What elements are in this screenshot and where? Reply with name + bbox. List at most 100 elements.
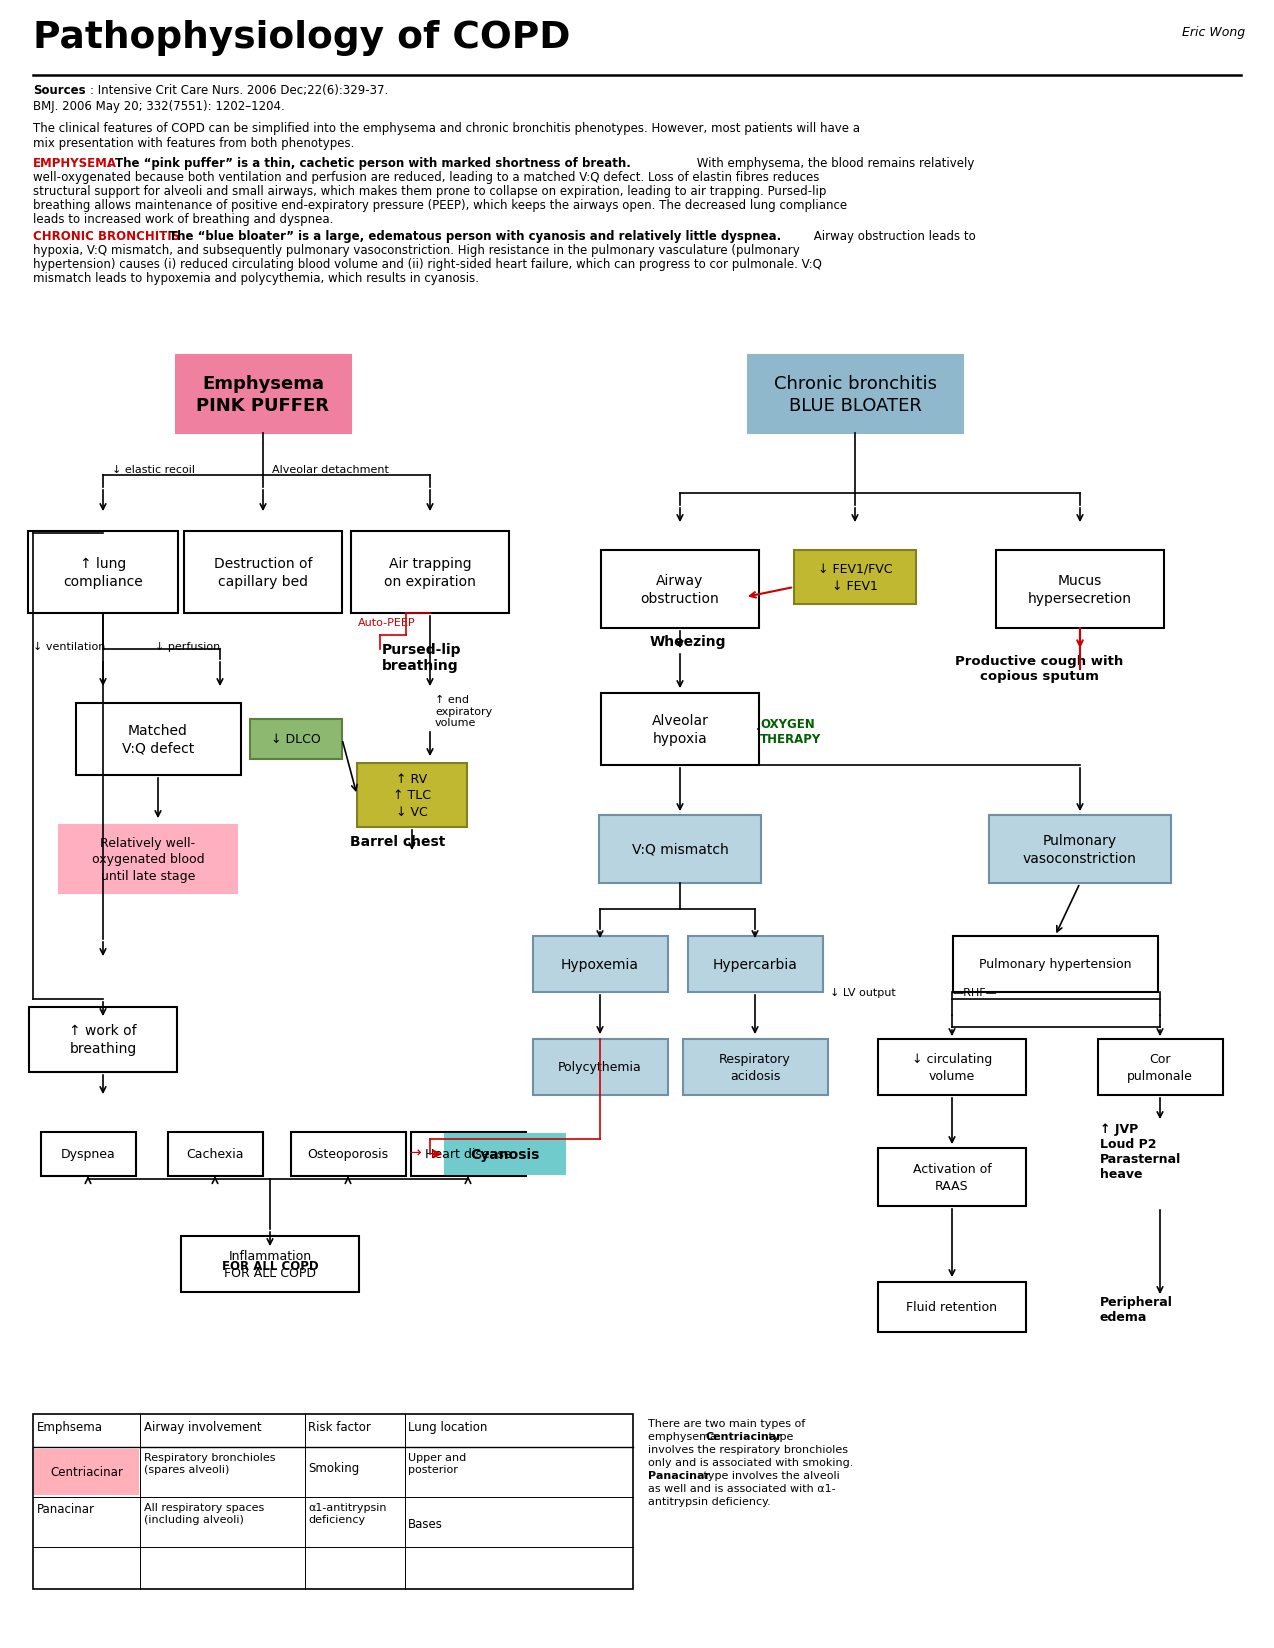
FancyBboxPatch shape	[290, 1132, 405, 1177]
Text: hypoxia, V:Q mismatch, and subsequently pulmonary vasoconstriction. High resista: hypoxia, V:Q mismatch, and subsequently …	[33, 244, 800, 257]
Text: Activation of
RAAS: Activation of RAAS	[912, 1162, 991, 1192]
Text: Bases: Bases	[408, 1518, 443, 1529]
Text: Centriacinar: Centriacinar	[705, 1430, 782, 1440]
Text: Airway
obstruction: Airway obstruction	[641, 574, 720, 605]
Text: →: →	[408, 1144, 420, 1159]
Text: emphysema.: emphysema.	[648, 1430, 724, 1440]
FancyBboxPatch shape	[601, 550, 759, 628]
FancyBboxPatch shape	[996, 550, 1164, 628]
Text: Upper and
posterior: Upper and posterior	[408, 1452, 466, 1473]
FancyBboxPatch shape	[176, 356, 350, 433]
FancyBboxPatch shape	[533, 936, 668, 992]
Text: The “pink puffer” is a thin, cachetic person with marked shortness of breath.: The “pink puffer” is a thin, cachetic pe…	[115, 157, 631, 170]
Text: There are two main types of: There are two main types of	[648, 1419, 805, 1429]
Text: Alveolar
hypoxia: Alveolar hypoxia	[651, 714, 708, 745]
FancyBboxPatch shape	[183, 532, 341, 613]
FancyBboxPatch shape	[75, 704, 241, 776]
Text: Mucus
hypersecretion: Mucus hypersecretion	[1028, 574, 1133, 605]
Text: Peripheral
edema: Peripheral edema	[1099, 1295, 1173, 1323]
Text: Destruction of
capillary bed: Destruction of capillary bed	[214, 557, 312, 588]
FancyBboxPatch shape	[794, 550, 916, 605]
Text: OXYGEN
THERAPY: OXYGEN THERAPY	[761, 717, 822, 745]
Text: ↑ end
expiratory
volume: ↑ end expiratory volume	[434, 694, 492, 728]
FancyBboxPatch shape	[533, 1040, 668, 1096]
Text: Pathophysiology of COPD: Pathophysiology of COPD	[33, 20, 571, 56]
FancyBboxPatch shape	[683, 1040, 828, 1096]
Text: Heart disease: Heart disease	[424, 1147, 511, 1160]
Text: Centriacinar: Centriacinar	[51, 1465, 124, 1478]
Text: mismatch leads to hypoxemia and polycythemia, which results in cyanosis.: mismatch leads to hypoxemia and polycyth…	[33, 272, 479, 285]
Text: ↓ FEV1/FVC
↓ FEV1: ↓ FEV1/FVC ↓ FEV1	[818, 564, 892, 592]
FancyBboxPatch shape	[357, 763, 468, 827]
Text: as well and is associated with α1-: as well and is associated with α1-	[648, 1483, 836, 1493]
Text: only and is associated with smoking.: only and is associated with smoking.	[648, 1457, 854, 1467]
FancyBboxPatch shape	[33, 1414, 633, 1589]
FancyBboxPatch shape	[167, 1132, 262, 1177]
Text: Sources: Sources	[33, 84, 85, 97]
FancyBboxPatch shape	[1097, 1040, 1223, 1096]
FancyBboxPatch shape	[878, 1040, 1026, 1096]
Text: Hypoxemia: Hypoxemia	[561, 957, 640, 971]
Text: Alveolar detachment: Alveolar detachment	[273, 465, 389, 475]
Text: BMJ. 2006 May 20; 332(7551): 1202–1204.: BMJ. 2006 May 20; 332(7551): 1202–1204.	[33, 101, 285, 114]
Text: ↓ elastic recoil: ↓ elastic recoil	[112, 465, 195, 475]
Text: involves the respiratory bronchioles: involves the respiratory bronchioles	[648, 1444, 848, 1454]
Text: type: type	[764, 1430, 794, 1440]
Text: With emphysema, the blood remains relatively: With emphysema, the blood remains relati…	[693, 157, 975, 170]
Text: structural support for alveoli and small airways, which makes them prone to coll: structural support for alveoli and small…	[33, 185, 827, 198]
Text: well-oxygenated because both ventilation and perfusion are reduced, leading to a: well-oxygenated because both ventilation…	[33, 171, 819, 185]
Text: : Intensive Crit Care Nurs. 2006 Dec;22(6):329-37.: : Intensive Crit Care Nurs. 2006 Dec;22(…	[90, 84, 389, 97]
Text: leads to increased work of breathing and dyspnea.: leads to increased work of breathing and…	[33, 213, 334, 226]
FancyBboxPatch shape	[410, 1132, 525, 1177]
Text: α1-antitrypsin
deficiency: α1-antitrypsin deficiency	[308, 1501, 386, 1524]
Text: —RHF—: —RHF—	[952, 987, 996, 997]
Text: antitrypsin deficiency.: antitrypsin deficiency.	[648, 1496, 771, 1506]
Text: Cachexia: Cachexia	[186, 1147, 243, 1160]
Text: ↓ DLCO: ↓ DLCO	[271, 733, 321, 747]
Text: mix presentation with features from both phenotypes.: mix presentation with features from both…	[33, 137, 354, 150]
Text: Risk factor: Risk factor	[308, 1421, 371, 1434]
Text: V:Q mismatch: V:Q mismatch	[632, 842, 729, 857]
Text: Emphsema: Emphsema	[37, 1421, 103, 1434]
Text: hypertension) causes (i) reduced circulating blood volume and (ii) right-sided h: hypertension) causes (i) reduced circula…	[33, 257, 822, 270]
FancyBboxPatch shape	[878, 1149, 1026, 1206]
Text: Panacinar: Panacinar	[648, 1470, 710, 1480]
FancyBboxPatch shape	[748, 356, 962, 433]
Text: ↓ perfusion: ↓ perfusion	[155, 641, 220, 651]
Text: Cyanosis: Cyanosis	[470, 1147, 540, 1162]
FancyBboxPatch shape	[599, 816, 761, 883]
Text: Pursed-lip
breathing: Pursed-lip breathing	[382, 643, 461, 672]
FancyBboxPatch shape	[953, 936, 1158, 992]
Text: Relatively well-
oxygenated blood
until late stage: Relatively well- oxygenated blood until …	[92, 837, 204, 882]
Text: Productive cough with
copious sputum: Productive cough with copious sputum	[956, 654, 1124, 682]
Text: Smoking: Smoking	[308, 1462, 359, 1473]
Text: ↑ work of
breathing: ↑ work of breathing	[69, 1023, 136, 1055]
Text: ↑ JVP
Loud P2
Parasternal
heave: ↑ JVP Loud P2 Parasternal heave	[1099, 1122, 1181, 1180]
FancyBboxPatch shape	[41, 1132, 135, 1177]
Text: Airway obstruction leads to: Airway obstruction leads to	[810, 229, 976, 242]
Text: Dyspnea: Dyspnea	[61, 1147, 116, 1160]
Text: Emphysema
PINK PUFFER: Emphysema PINK PUFFER	[196, 374, 330, 415]
Text: Auto-PEEP: Auto-PEEP	[358, 618, 415, 628]
Text: The “blue bloater” is a large, edematous person with cyanosis and relatively lit: The “blue bloater” is a large, edematous…	[169, 229, 781, 242]
Text: Cor
pulmonale: Cor pulmonale	[1127, 1053, 1192, 1083]
Text: ↑ lung
compliance: ↑ lung compliance	[64, 557, 143, 588]
Text: Lung location: Lung location	[408, 1421, 488, 1434]
FancyBboxPatch shape	[250, 720, 341, 760]
Text: Airway involvement: Airway involvement	[144, 1421, 261, 1434]
Text: :: :	[162, 229, 169, 242]
Text: Pulmonary
vasoconstriction: Pulmonary vasoconstriction	[1023, 834, 1136, 865]
Text: Matched
V:Q defect: Matched V:Q defect	[122, 723, 194, 755]
Text: Hypercarbia: Hypercarbia	[712, 957, 798, 971]
Text: :: :	[108, 157, 116, 170]
Text: ↓ LV output: ↓ LV output	[829, 987, 896, 997]
Text: Air trapping
on expiration: Air trapping on expiration	[383, 557, 476, 588]
Text: Barrel chest: Barrel chest	[350, 834, 446, 849]
FancyBboxPatch shape	[878, 1282, 1026, 1332]
Text: Osteoporosis: Osteoporosis	[307, 1147, 389, 1160]
Text: EMPHYSEMA: EMPHYSEMA	[33, 157, 117, 170]
FancyBboxPatch shape	[29, 1007, 177, 1071]
FancyBboxPatch shape	[989, 816, 1171, 883]
Text: ↑ RV
↑ TLC
↓ VC: ↑ RV ↑ TLC ↓ VC	[392, 773, 431, 819]
Text: Inflammation
FOR ALL COPD: Inflammation FOR ALL COPD	[224, 1249, 316, 1279]
